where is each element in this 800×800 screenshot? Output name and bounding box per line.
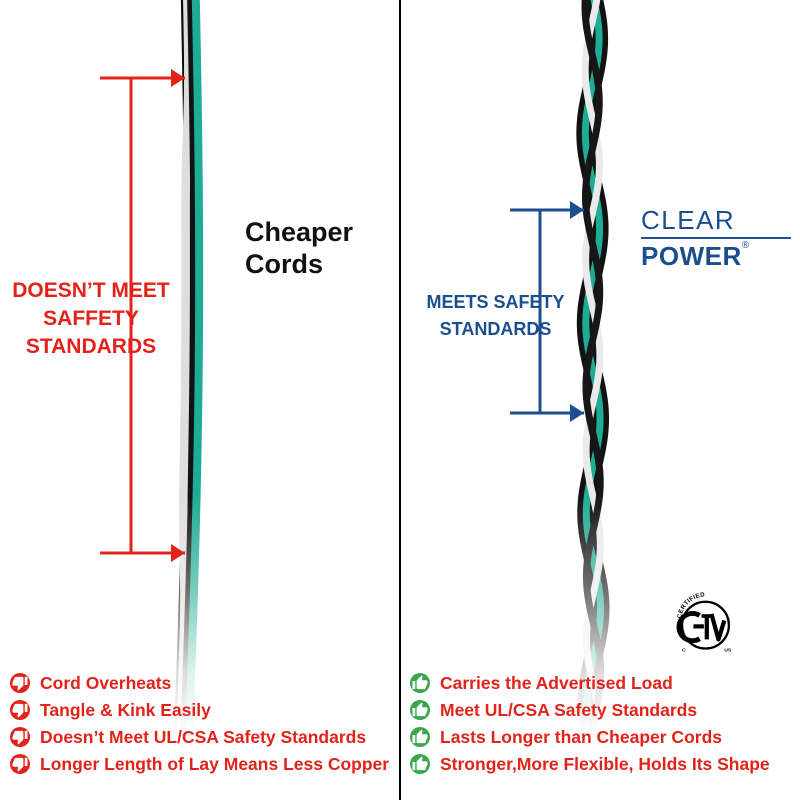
svg-text:US: US [724, 648, 732, 654]
svg-text:C: C [682, 648, 686, 654]
